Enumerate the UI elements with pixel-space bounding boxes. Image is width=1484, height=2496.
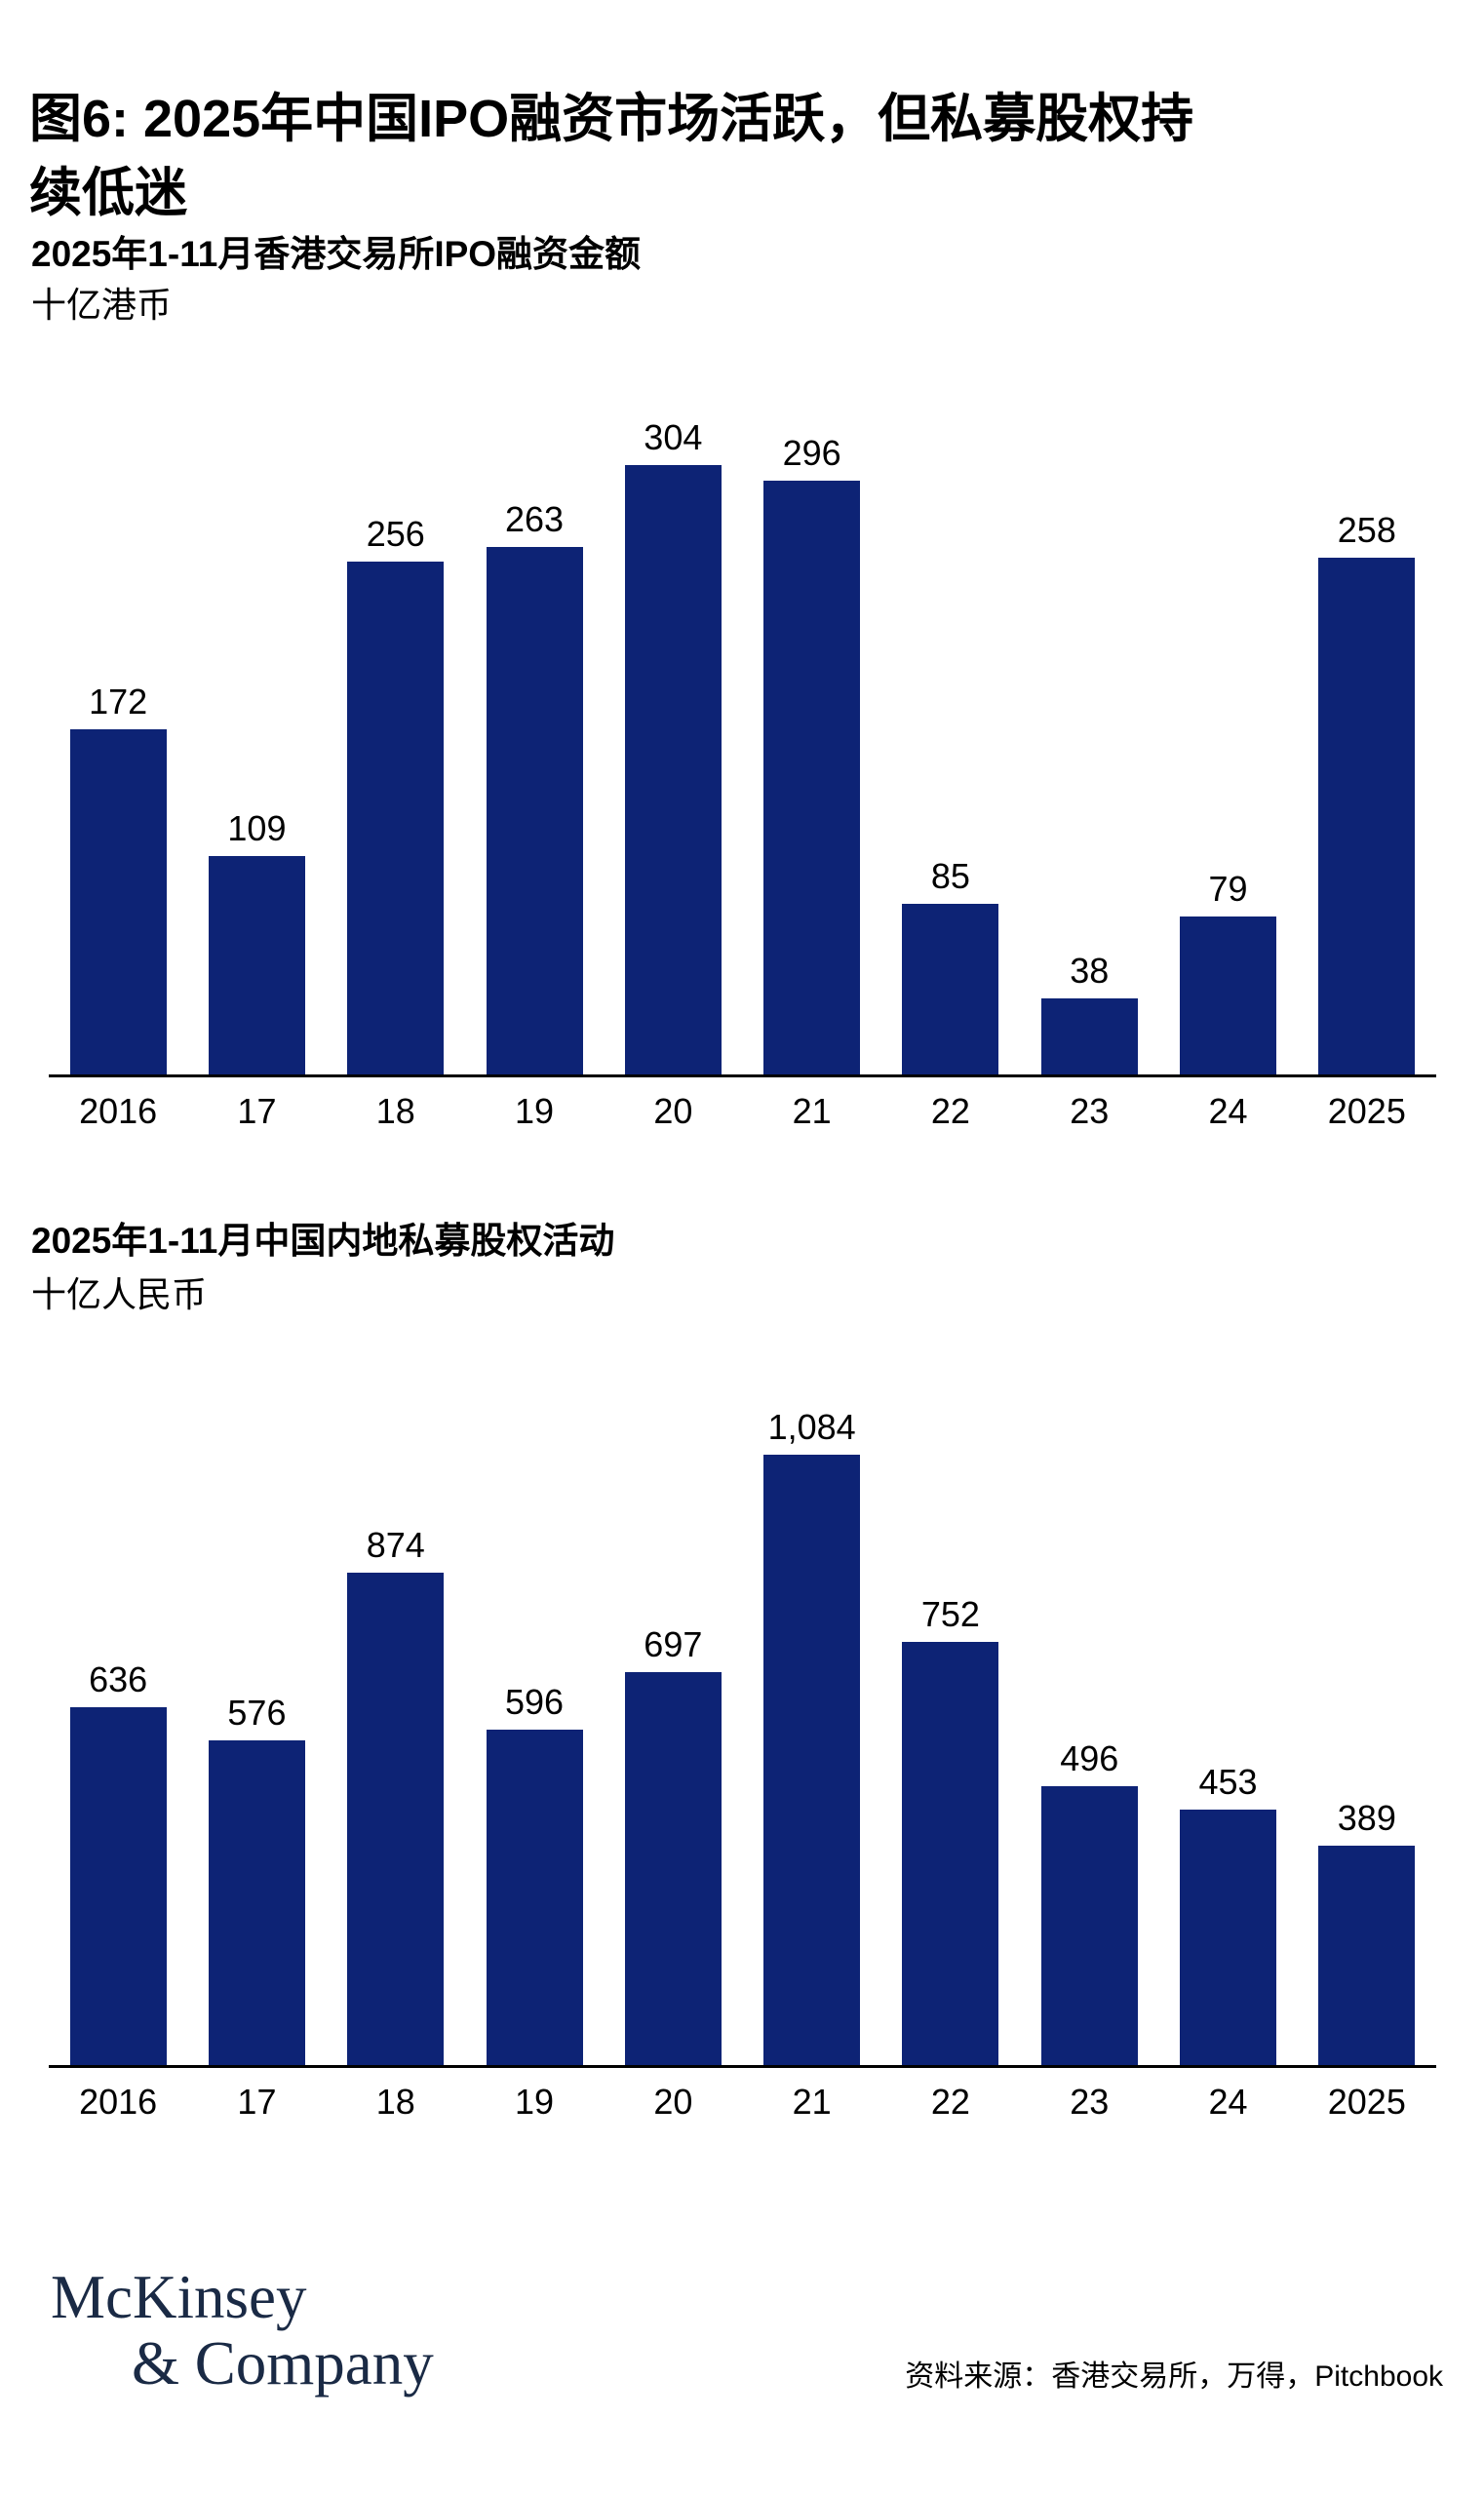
bar-column: 576 [187,1390,326,2065]
bar-column: 1,084 [742,1390,880,2065]
bar [69,1707,167,2065]
bar-value-label: 258 [1337,510,1396,550]
x-axis-label: 18 [375,2082,415,2122]
source-note: 资料来源：香港交易所，万得，Pitchbook [905,2360,1443,2393]
bar-column: 636 [49,1390,187,2065]
bar-column: 304 [604,400,742,1074]
bar-value-label: 109 [227,808,287,848]
bar [902,904,999,1074]
bar-column: 874 [327,1390,465,2065]
x-axis-label: 23 [1070,1091,1110,1131]
bar-value-label: 636 [89,1659,148,1699]
bar-column: 256 [327,400,465,1074]
bar [624,1672,722,2065]
bar [763,1455,861,2065]
x-axis-label: 22 [930,1091,970,1131]
bar-value-label: 1,084 [767,1407,856,1447]
bar [347,562,445,1074]
chart1-x-axis [49,1074,1436,1077]
bar-value-label: 453 [1198,1762,1258,1802]
bar [486,547,583,1074]
bar-column: 389 [1298,1390,1436,2065]
bar [1318,1846,1416,2065]
bar-column: 596 [465,1390,604,2065]
bar [1180,1810,1277,2065]
x-axis-label: 2025 [1327,2082,1406,2122]
bar-column: 263 [465,400,604,1074]
bar-column: 79 [1158,400,1297,1074]
bar-value-label: 172 [89,682,148,722]
x-axis-label: 2016 [79,1091,158,1131]
bar [208,856,305,1074]
x-axis-label: 2025 [1327,1091,1406,1131]
bar-value-label: 874 [366,1525,425,1565]
bar-column: 296 [742,400,880,1074]
bar [1318,558,1416,1074]
chart2-subtitle: 2025年1-11月中国内地私募股权活动 [31,1221,615,1261]
bar-column: 453 [1158,1390,1297,2065]
bar-value-label: 389 [1337,1798,1396,1838]
page-title-line1: 图6: 2025年中国IPO融资市场活跃，但私募股权持 [29,90,1194,148]
x-axis-label: 17 [237,2082,277,2122]
mckinsey-logo-line2: & Company [132,2329,434,2398]
x-axis-label: 19 [515,1091,555,1131]
x-axis-label: 22 [930,2082,970,2122]
bar-value-label: 576 [227,1693,287,1733]
bar-column: 697 [604,1390,742,2065]
chart1-bar-plot: 172 109 256 263 304 296 85 38 79 258 [49,400,1436,1074]
bar [486,1730,583,2065]
bar-value-label: 79 [1208,869,1248,909]
bar-column: 109 [187,400,326,1074]
bar-value-label: 697 [644,1624,703,1664]
bar-value-label: 263 [505,499,565,539]
chart2-x-axis [49,2065,1436,2068]
x-axis-label: 24 [1208,2082,1248,2122]
x-axis-label: 20 [653,2082,693,2122]
x-axis-label: 19 [515,2082,555,2122]
x-axis-label: 21 [792,2082,832,2122]
bar-value-label: 496 [1060,1738,1119,1778]
bar-value-label: 296 [782,433,841,473]
mckinsey-logo: McKinsey & Company [51,2264,434,2397]
bar-column: 38 [1020,400,1158,1074]
bar [1040,1786,1138,2065]
chart1-subtitle: 2025年1-11月香港交易所IPO融资金额 [31,234,642,274]
bar-column: 172 [49,400,187,1074]
chart2-x-axis-labels: 2016 17 18 19 20 21 22 23 24 2025 [49,2081,1436,2124]
page-title: 图6: 2025年中国IPO融资市场活跃，但私募股权持 续低迷 [29,82,1455,230]
chart1-x-axis-labels: 2016 17 18 19 20 21 22 23 24 2025 [49,1090,1436,1133]
bar-value-label: 304 [644,417,703,457]
x-axis-label: 20 [653,1091,693,1131]
bar [624,465,722,1074]
x-axis-label: 2016 [79,2082,158,2122]
bar [763,481,861,1074]
bar-column: 85 [881,400,1020,1074]
bar [208,1740,305,2065]
bar-column: 496 [1020,1390,1158,2065]
x-axis-label: 18 [375,1091,415,1131]
bar [1040,998,1138,1074]
chart2-unit-label: 十亿人民币 [31,1274,208,1314]
bar [1180,916,1277,1074]
bar [347,1573,445,2065]
bar-value-label: 85 [930,856,970,896]
bar [69,729,167,1074]
bar-column: 258 [1298,400,1436,1074]
x-axis-label: 24 [1208,1091,1248,1131]
bar [902,1642,999,2065]
x-axis-label: 21 [792,1091,832,1131]
bar-value-label: 596 [505,1682,565,1722]
x-axis-label: 17 [237,1091,277,1131]
bar-value-label: 38 [1070,951,1110,991]
bar-column: 752 [881,1390,1020,2065]
page-title-line2: 续低迷 [29,164,187,222]
x-axis-label: 23 [1070,2082,1110,2122]
mckinsey-logo-line1: McKinsey [51,2263,307,2331]
chart2-bar-plot: 636 576 874 596 697 1,084 752 496 453 389 [49,1390,1436,2065]
chart1-unit-label: 十亿港币 [31,285,173,325]
bar-value-label: 752 [920,1594,980,1634]
bar-value-label: 256 [366,514,425,554]
